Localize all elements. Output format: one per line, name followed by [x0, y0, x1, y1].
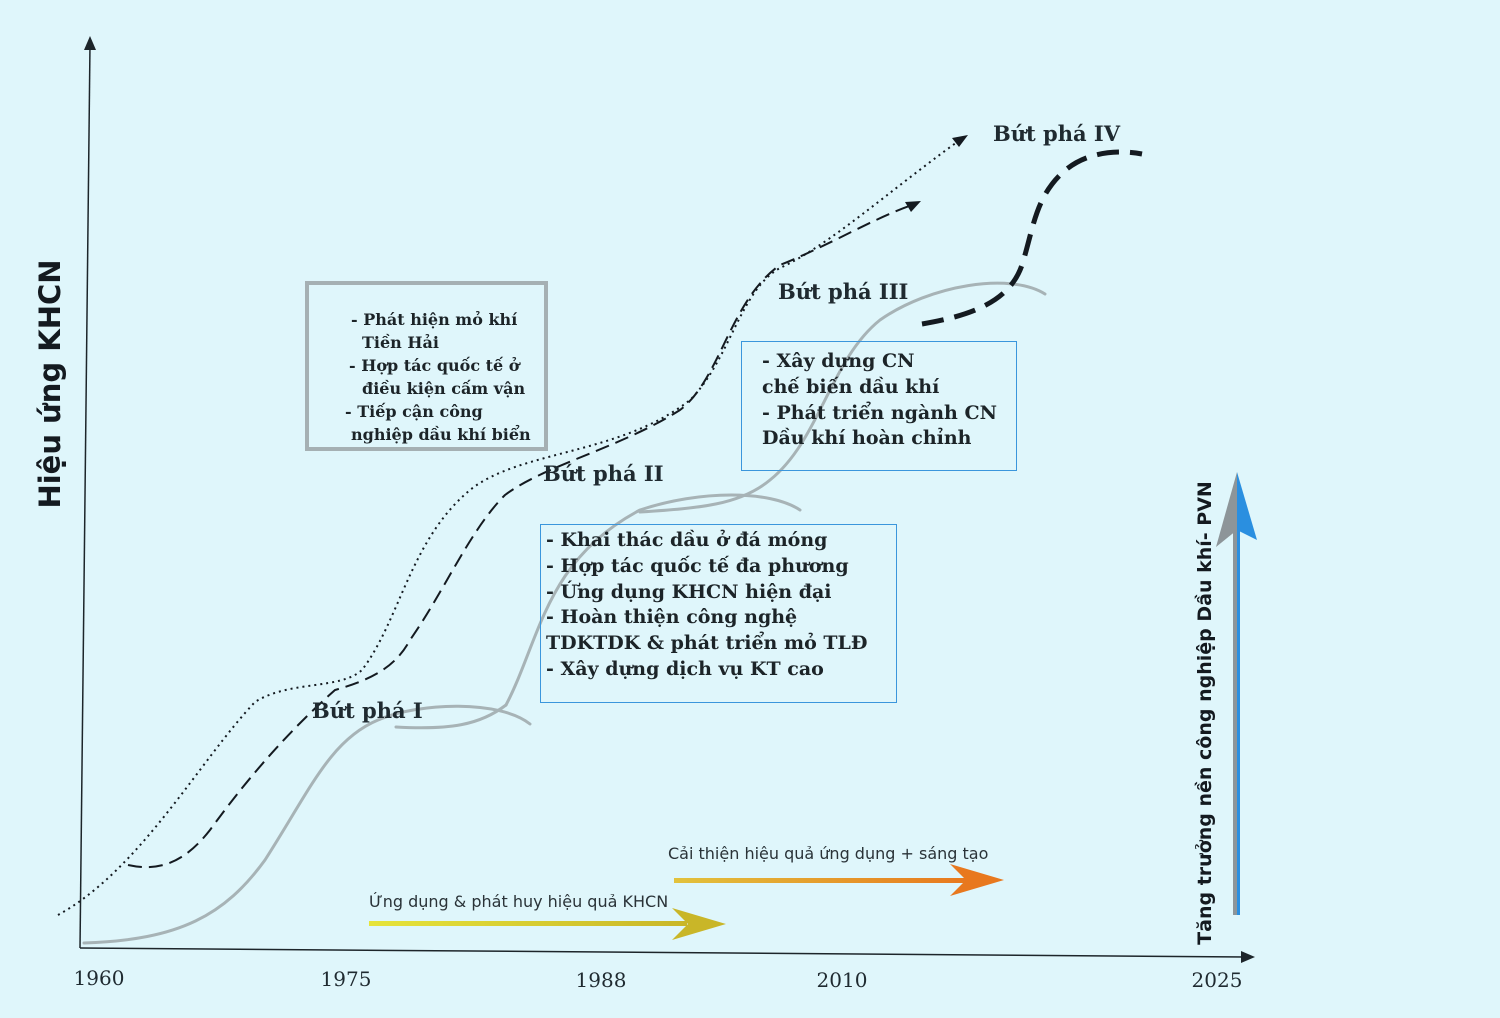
- x-tick-label: 1975: [321, 967, 372, 991]
- phase-2-info-list: - Khai thác dầu ở đá móng - Hợp tác quốc…: [546, 528, 892, 683]
- growth-arrow-label: Tăng trưởng nền công nghiệp Dầu khí- PVN: [1193, 481, 1216, 945]
- s-curve-phase-1: [82, 704, 532, 945]
- phase-3-info-box: - Xây dựng CN chế biến dầu khí - Phát tr…: [741, 341, 1017, 471]
- x-axis-ticks: 1960 1975 1988 2010 2025: [74, 966, 1243, 992]
- progress-arrow-1-shaft: [369, 921, 687, 926]
- progress-arrow-2-label: Cải thiện hiệu quả ứng dụng + sáng tạo: [668, 844, 988, 863]
- growth-arrow-shaft-gray: [1233, 510, 1237, 915]
- s-curve-phase-2-overlap: [638, 281, 1047, 514]
- progress-arrow-1-label: Ứng dụng & phát huy hiệu quả KHCN: [369, 892, 668, 911]
- list-item: - Xây dựng dịch vụ KT cao: [546, 657, 824, 680]
- progress-arrow-2: Cải thiện hiệu quả ứng dụng + sáng tạo: [668, 844, 1004, 896]
- s-curves: [82, 281, 1047, 945]
- s-curve-phase-1-overlap: [394, 703, 508, 730]
- list-item: điều kiện cấm vận: [362, 379, 526, 398]
- x-tick-label: 2025: [1192, 968, 1243, 992]
- phase-label-2: Bứt phá II: [543, 461, 664, 486]
- list-item: - Phát hiện mỏ khí: [351, 310, 518, 329]
- phase-1-info-list: - Phát hiện mỏ khí Tiền Hải - Hợp tác qu…: [345, 309, 540, 446]
- x-axis-arrowhead-icon: [1241, 951, 1255, 963]
- axes: [79, 36, 1255, 963]
- list-item: - Ứng dụng KHCN hiện đại: [546, 580, 832, 603]
- list-item: - Hợp tác quốc tế đa phương: [546, 554, 849, 577]
- growth-arrow-head-blue-icon: [1237, 472, 1257, 540]
- x-tick-label: 2010: [817, 968, 868, 992]
- y-axis-line: [79, 43, 91, 949]
- y-axis-arrowhead-icon: [84, 36, 96, 50]
- dotted-trend-arrowhead-icon: [952, 135, 968, 147]
- phase-1-info-box: - Phát hiện mỏ khí Tiền Hải - Hợp tác qu…: [305, 281, 548, 451]
- growth-arrow: [1216, 472, 1257, 915]
- y-axis-label: Hiệu ứng KHCN: [33, 259, 67, 508]
- dashed-trend-line: [127, 204, 913, 869]
- list-item: Dầu khí hoàn chỉnh: [762, 427, 972, 450]
- dashed-trend-arrowhead-icon: [905, 201, 921, 212]
- list-item: - Phát triển ngành CN: [762, 401, 997, 424]
- phase-label-3: Bứt phá III: [778, 279, 908, 304]
- phase-2-info-box: - Khai thác dầu ở đá móng - Hợp tác quốc…: [540, 524, 897, 703]
- growth-arrow-shaft-blue: [1237, 510, 1240, 915]
- progress-arrow-1-head-icon: [672, 908, 726, 940]
- list-item: - Tiếp cận công: [345, 402, 483, 421]
- progress-arrow-1: Ứng dụng & phát huy hiệu quả KHCN: [369, 892, 726, 940]
- list-item: Tiền Hải: [362, 333, 439, 352]
- progress-arrow-2-head-icon: [950, 864, 1004, 896]
- s-curve-phase-2: [504, 493, 802, 707]
- x-tick-label: 1960: [74, 966, 125, 990]
- list-item: - Hoàn thiện công nghệ: [546, 606, 798, 629]
- growth-arrow-head-gray-icon: [1216, 472, 1237, 547]
- x-axis-line: [79, 947, 1247, 958]
- list-item: TDKTDK & phát triển mỏ TLĐ: [546, 632, 868, 655]
- phase-label-1: Bứt phá I: [312, 698, 423, 723]
- list-item: chế biến dầu khí: [762, 375, 940, 398]
- list-item: - Khai thác dầu ở đá móng: [546, 529, 828, 551]
- progress-arrow-2-shaft: [674, 878, 966, 883]
- x-tick-label: 1988: [576, 968, 627, 992]
- list-item: - Hợp tác quốc tế ở: [349, 356, 520, 375]
- phase-3-info-list: - Xây dựng CN chế biến dầu khí - Phát tr…: [762, 349, 1012, 452]
- list-item: nghiệp dầu khí biển: [351, 425, 531, 444]
- list-item: - Xây dựng CN: [762, 350, 915, 372]
- phase-label-4: Bứt phá IV: [993, 121, 1121, 146]
- breakthrough-4-curve: [921, 149, 1143, 327]
